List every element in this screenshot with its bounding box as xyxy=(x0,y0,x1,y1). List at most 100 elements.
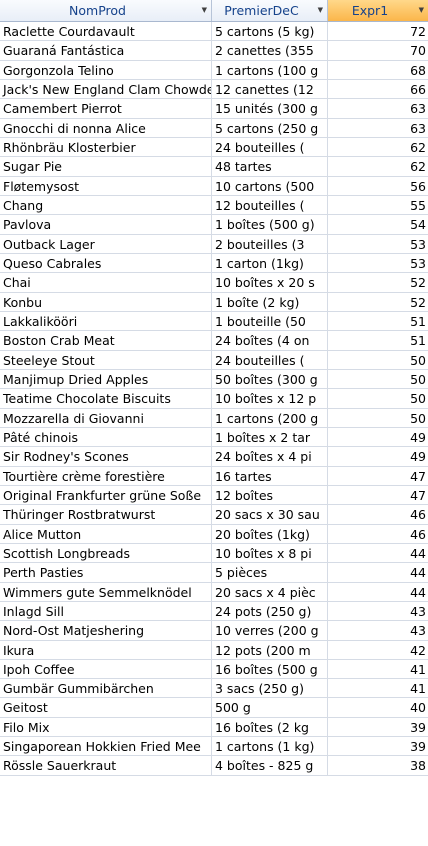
table-row[interactable]: Gorgonzola Telino 1 cartons (100 g 68 xyxy=(0,60,428,80)
table-cell[interactable]: 39 xyxy=(328,737,428,757)
sort-dropdown-icon[interactable]: ▼ xyxy=(201,6,207,14)
table-row[interactable]: Camembert Pierrot 15 unités (300 g 63 xyxy=(0,99,428,119)
table-row[interactable]: Steeleye Stout 24 bouteilles (50 xyxy=(0,350,428,370)
table-row[interactable]: Singaporean Hokkien Fried Mee 1 cartons (… xyxy=(0,737,428,757)
table-row[interactable]: Mozzarella di Giovanni 1 cartons (200 g 50 xyxy=(0,408,428,428)
table-cell[interactable]: Nord-Ost Matjeshering xyxy=(0,621,212,641)
table-cell[interactable]: Gumbär Gummibärchen xyxy=(0,679,212,699)
table-cell[interactable]: 20 sacs x 30 sau xyxy=(212,505,328,525)
table-cell[interactable]: 50 xyxy=(328,409,428,428)
table-cell[interactable]: 1 carton (1kg) xyxy=(212,253,328,274)
table-cell[interactable]: Pavlova xyxy=(0,215,212,235)
table-row[interactable]: Pâté chinois 1 boîtes x 2 tar 49 xyxy=(0,427,428,448)
table-cell[interactable]: 24 boîtes x 4 pi xyxy=(212,447,328,467)
table-cell[interactable]: 1 boîtes x 2 tar xyxy=(212,427,328,448)
table-cell[interactable]: Mozzarella di Giovanni xyxy=(0,408,212,428)
table-cell[interactable]: Fløtemysost xyxy=(0,176,212,196)
table-cell[interactable]: Gorgonzola Telino xyxy=(0,60,212,80)
table-cell[interactable]: 39 xyxy=(328,718,428,738)
table-cell[interactable]: Inlagd Sill xyxy=(0,601,212,622)
table-cell[interactable]: Ipoh Coffee xyxy=(0,659,212,680)
table-row[interactable]: Tourtière crème forestière 16 tartes 47 xyxy=(0,466,428,486)
table-cell[interactable]: 20 sacs x 4 pièc xyxy=(212,582,328,602)
table-row[interactable]: Wimmers gute Semmelknödel 20 sacs x 4 piè… xyxy=(0,582,428,602)
table-cell[interactable]: 1 boîte (2 kg) xyxy=(212,292,328,312)
table-cell[interactable]: 50 boîtes (300 g xyxy=(212,369,328,390)
column-header-expr1[interactable]: Expr1 ▼ xyxy=(328,0,428,21)
table-cell[interactable]: Wimmers gute Semmelknödel xyxy=(0,582,212,602)
table-cell[interactable]: Lakkalikööri xyxy=(0,311,212,332)
table-cell[interactable]: 47 xyxy=(328,467,428,486)
table-cell[interactable]: 52 xyxy=(328,273,428,293)
table-cell[interactable]: 3 sacs (250 g) xyxy=(212,679,328,699)
table-cell[interactable]: 24 pots (250 g) xyxy=(212,601,328,622)
table-row[interactable]: Konbu 1 boîte (2 kg) 52 xyxy=(0,292,428,312)
table-cell[interactable]: 1 cartons (1 kg) xyxy=(212,737,328,757)
table-row[interactable]: Inlagd Sill 24 pots (250 g) 43 xyxy=(0,601,428,622)
table-row[interactable]: Chai 10 boîtes x 20 s 52 xyxy=(0,273,428,293)
table-cell[interactable]: 10 cartons (500 xyxy=(212,176,328,196)
table-cell[interactable]: 63 xyxy=(328,99,428,119)
table-cell[interactable]: Singaporean Hokkien Fried Mee xyxy=(0,737,212,757)
table-cell[interactable]: Queso Cabrales xyxy=(0,253,212,274)
table-row[interactable]: Pavlova 1 boîtes (500 g) 54 xyxy=(0,215,428,235)
table-row[interactable]: Sir Rodney's Scones 24 boîtes x 4 pi 49 xyxy=(0,447,428,467)
table-cell[interactable]: 63 xyxy=(328,119,428,138)
table-row[interactable]: Raclette Courdavault 5 cartons (5 kg) 72 xyxy=(0,22,428,42)
table-cell[interactable]: Teatime Chocolate Biscuits xyxy=(0,389,212,409)
table-row[interactable]: Jack's New England Clam Chowder 12 canett… xyxy=(0,79,428,100)
table-row[interactable]: Gumbär Gummibärchen 3 sacs (250 g) 41 xyxy=(0,679,428,699)
table-cell[interactable]: 49 xyxy=(328,428,428,448)
table-cell[interactable]: Camembert Pierrot xyxy=(0,99,212,119)
table-cell[interactable]: 72 xyxy=(328,22,428,42)
table-cell[interactable]: 54 xyxy=(328,215,428,235)
table-cell[interactable]: 52 xyxy=(328,293,428,312)
table-row[interactable]: Rhönbräu Klosterbier 24 bouteilles (62 xyxy=(0,137,428,158)
table-cell[interactable]: Filo Mix xyxy=(0,717,212,738)
table-cell[interactable]: 50 xyxy=(328,351,428,370)
table-cell[interactable]: Rössle Sauerkraut xyxy=(0,756,212,776)
table-cell[interactable]: 50 xyxy=(328,370,428,390)
table-cell[interactable]: 62 xyxy=(328,157,428,177)
table-cell[interactable]: 53 xyxy=(328,235,428,254)
table-cell[interactable]: 49 xyxy=(328,447,428,467)
table-cell[interactable]: 48 tartes xyxy=(212,157,328,177)
table-cell[interactable]: Sir Rodney's Scones xyxy=(0,447,212,467)
table-row[interactable]: Ikura 12 pots (200 m 42 xyxy=(0,640,428,660)
table-cell[interactable]: 24 boîtes (4 on xyxy=(212,331,328,351)
table-cell[interactable]: Outback Lager xyxy=(0,234,212,254)
table-row[interactable]: Filo Mix 16 boîtes (2 kg 39 xyxy=(0,717,428,738)
table-cell[interactable]: Scottish Longbreads xyxy=(0,543,212,564)
table-cell[interactable]: 24 bouteilles ( xyxy=(212,350,328,370)
table-cell[interactable]: 12 pots (200 m xyxy=(212,640,328,660)
table-cell[interactable]: 20 boîtes (1kg) xyxy=(212,524,328,544)
table-cell[interactable]: Original Frankfurter grüne Soße xyxy=(0,485,212,506)
table-row[interactable]: Lakkalikööri 1 bouteille (50 51 xyxy=(0,311,428,332)
table-cell[interactable]: 70 xyxy=(328,41,428,61)
table-row[interactable]: Scottish Longbreads 10 boîtes x 8 pi 44 xyxy=(0,543,428,564)
table-cell[interactable]: 43 xyxy=(328,602,428,622)
table-cell[interactable]: 5 cartons (250 g xyxy=(212,118,328,138)
table-row[interactable]: Queso Cabrales 1 carton (1kg) 53 xyxy=(0,253,428,274)
table-cell[interactable]: 40 xyxy=(328,698,428,718)
table-cell[interactable]: 44 xyxy=(328,563,428,583)
table-row[interactable]: Alice Mutton 20 boîtes (1kg) 46 xyxy=(0,524,428,544)
table-cell[interactable]: Geitost xyxy=(0,698,212,718)
table-row[interactable]: Sugar Pie 48 tartes 62 xyxy=(0,157,428,177)
table-row[interactable]: Nord-Ost Matjeshering 10 verres (200 g 43 xyxy=(0,621,428,641)
table-cell[interactable]: 10 boîtes x 20 s xyxy=(212,273,328,293)
table-cell[interactable]: 12 boîtes xyxy=(212,485,328,506)
table-cell[interactable]: 10 boîtes x 12 p xyxy=(212,389,328,409)
column-header-premierdec[interactable]: PremierDeC ▼ xyxy=(212,0,328,21)
table-row[interactable]: Perth Pasties 5 pièces 44 xyxy=(0,563,428,583)
table-cell[interactable]: Guaraná Fantástica xyxy=(0,41,212,61)
table-cell[interactable]: Jack's New England Clam Chowder xyxy=(0,79,212,100)
table-cell[interactable]: Ikura xyxy=(0,640,212,660)
table-row[interactable]: Ipoh Coffee 16 boîtes (500 g 41 xyxy=(0,659,428,680)
table-cell[interactable]: 56 xyxy=(328,177,428,196)
table-row[interactable]: Guaraná Fantástica 2 canettes (355 70 xyxy=(0,41,428,61)
table-cell[interactable]: 62 xyxy=(328,138,428,158)
table-cell[interactable]: Boston Crab Meat xyxy=(0,331,212,351)
table-cell[interactable]: 50 xyxy=(328,389,428,409)
table-cell[interactable]: 51 xyxy=(328,312,428,332)
